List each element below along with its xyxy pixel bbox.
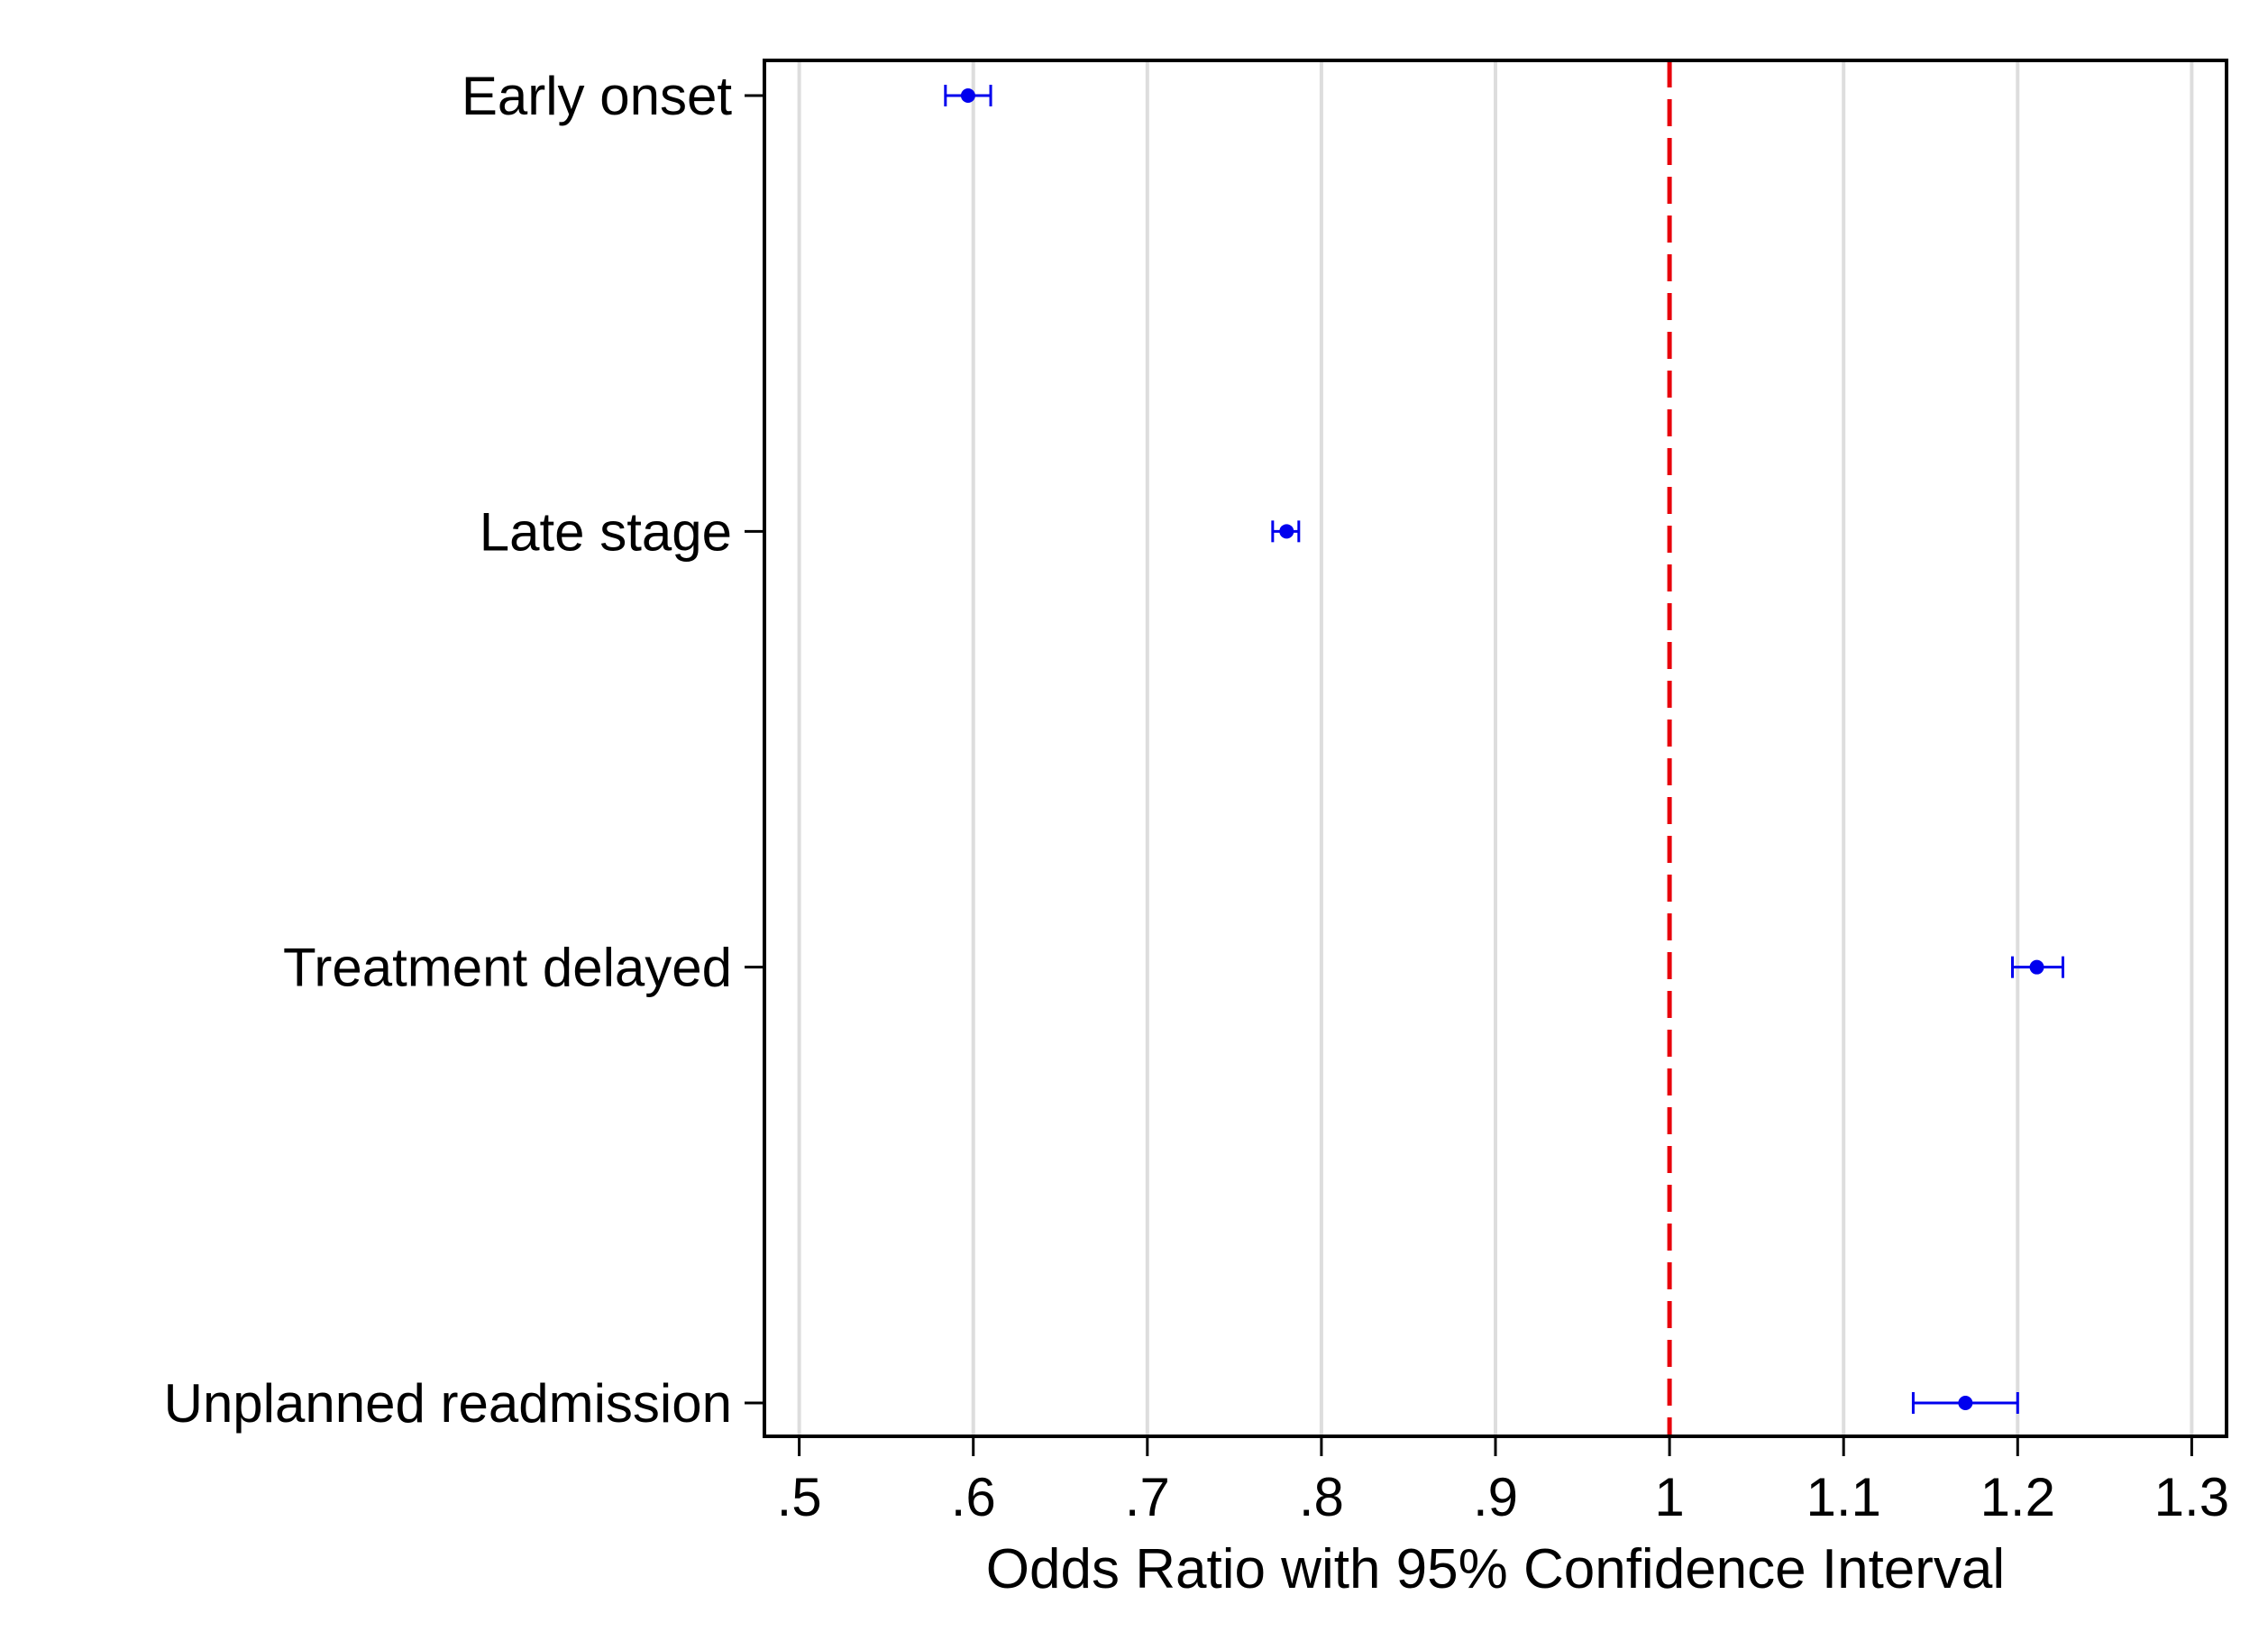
x-tick-label-5: 1 — [1654, 1467, 1684, 1527]
estimate-row-0 — [944, 85, 992, 106]
point-estimate-0 — [960, 88, 975, 103]
x-tick-label-3: .8 — [1299, 1467, 1344, 1527]
x-tick-label-7: 1.2 — [1980, 1467, 2055, 1527]
y-axis: Early onset Late stage Treatment delayed Un… — [164, 66, 764, 1434]
x-tick-label-2: .7 — [1125, 1467, 1170, 1527]
estimates — [944, 85, 2064, 1414]
point-estimate-3 — [1958, 1396, 1973, 1410]
point-estimate-2 — [2029, 959, 2044, 975]
estimate-row-3 — [1911, 1392, 2019, 1414]
y-tick-label-1: Late stage — [480, 501, 732, 562]
point-estimate-1 — [1279, 524, 1294, 539]
y-tick-label-3: Unplanned readmission — [164, 1373, 732, 1434]
x-tick-label-1: .6 — [951, 1467, 996, 1527]
estimate-row-1 — [1271, 520, 1301, 543]
x-tick-label-8: 1.3 — [2154, 1467, 2229, 1527]
x-tick-label-0: .5 — [777, 1467, 822, 1527]
x-axis-title: Odds Ratio with 95% Confidence Interval — [986, 1538, 2005, 1600]
y-tick-label-2: Treatment delayed — [283, 938, 732, 998]
x-tick-label-6: 1.1 — [1806, 1467, 1880, 1527]
y-tick-label-0: Early onset — [462, 66, 732, 126]
x-tick-label-4: .9 — [1473, 1467, 1518, 1527]
x-axis: .5 .6 .7 .8 .9 1 1.1 1.2 1.3 — [777, 1436, 2229, 1527]
gridlines — [797, 60, 2194, 1436]
estimate-row-2 — [2010, 956, 2064, 978]
